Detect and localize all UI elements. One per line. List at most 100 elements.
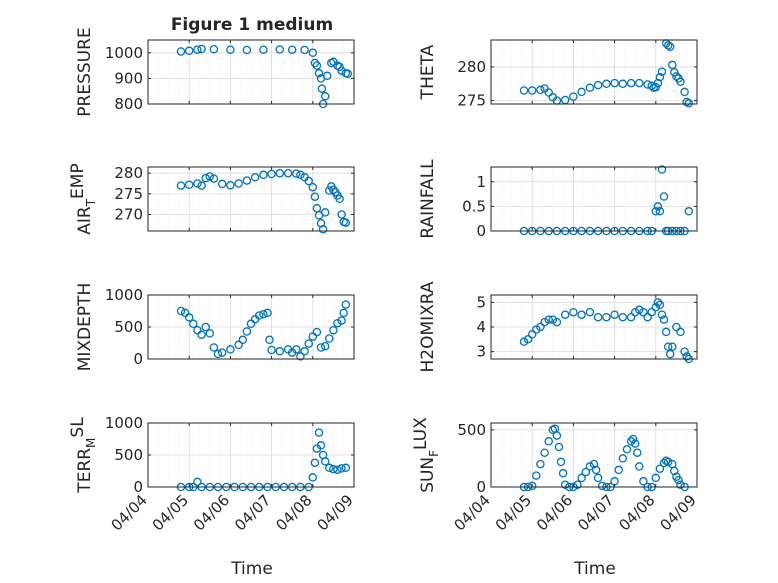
data-point [184, 313, 194, 322]
y-tick-label: 1000 [105, 44, 143, 62]
data-point [343, 69, 353, 79]
data-point [523, 335, 533, 344]
data-point [209, 174, 219, 183]
data-point [213, 349, 223, 359]
data-series [176, 300, 351, 361]
data-point [682, 97, 691, 107]
y-axis-label: THETA [418, 44, 438, 100]
data-point [320, 92, 330, 101]
y-axis-label-main: AIR [75, 206, 95, 235]
data-point [242, 176, 252, 185]
data-point [339, 308, 348, 318]
y-tick-label: 0 [133, 478, 143, 496]
y-axis-label: SUNFLUX [411, 417, 441, 493]
data-series [519, 298, 694, 364]
data-point [544, 315, 553, 324]
data-point [310, 58, 320, 68]
data-point [337, 464, 346, 473]
data-point [577, 473, 586, 483]
y-tick-label: 270 [114, 205, 143, 223]
data-point [205, 172, 215, 181]
data-point [643, 312, 652, 322]
data-point [655, 300, 665, 310]
data-point [197, 181, 206, 190]
y-tick-label: 900 [114, 69, 143, 87]
data-point [630, 307, 640, 317]
y-tick-label: 800 [114, 95, 143, 113]
plot-area [491, 167, 697, 231]
data-point [184, 46, 194, 56]
data-point [680, 347, 689, 356]
data-point [684, 207, 694, 216]
data-point [318, 225, 328, 234]
data-point [647, 307, 656, 317]
x-tick-label: 04/07 [574, 491, 617, 534]
data-point [337, 316, 346, 325]
data-point [577, 87, 586, 97]
data-point [527, 481, 537, 491]
y-axis-label: AIRTEMP [68, 163, 98, 234]
data-point [259, 309, 268, 319]
data-point [593, 80, 603, 90]
data-point [558, 469, 568, 478]
y-tick-label: 0 [133, 350, 143, 368]
data-point [536, 85, 545, 95]
x-tick-label: 04/06 [533, 491, 576, 534]
data-point [519, 86, 529, 95]
data-point [569, 92, 578, 101]
data-point [614, 465, 623, 475]
data-point [193, 325, 202, 335]
data-series [176, 44, 353, 109]
data-point [254, 311, 264, 320]
subplot-4: 0 0.5 1 RAINFALL [418, 159, 698, 240]
data-point [544, 437, 553, 446]
data-point [659, 458, 669, 468]
data-point [597, 481, 607, 491]
subplot-3: 270 275 280 AIRTEMP [68, 163, 355, 235]
data-point [201, 322, 210, 332]
data-point [329, 325, 338, 335]
y-tick-label: 0 [476, 222, 486, 240]
data-point [544, 88, 553, 97]
data-point [651, 473, 661, 483]
y-tick-label: 0 [476, 478, 486, 496]
data-point [193, 45, 202, 54]
y-axis-label-superscript: SL [68, 417, 88, 438]
data-point [626, 437, 636, 446]
data-point [250, 173, 260, 182]
data-point [176, 47, 186, 56]
y-tick-label: 500 [114, 446, 143, 464]
y-tick-label: 280 [114, 164, 143, 182]
data-point [663, 457, 673, 467]
data-point [532, 471, 541, 480]
data-point [680, 87, 689, 97]
data-point [527, 86, 537, 95]
data-point [635, 462, 644, 471]
data-point [325, 463, 334, 473]
data-point [657, 310, 667, 319]
data-point [197, 330, 206, 339]
data-point [618, 312, 628, 322]
data-point [602, 312, 611, 322]
data-point [296, 170, 305, 180]
data-point [581, 467, 591, 477]
data-point [577, 310, 586, 319]
data-point [341, 218, 351, 227]
data-point [602, 79, 611, 89]
y-tick-label: 5 [476, 293, 486, 311]
data-point [665, 349, 675, 359]
data-point [337, 210, 346, 219]
y-axis-label: PRESSURE [75, 27, 95, 116]
data-point [682, 352, 691, 361]
data-point [310, 458, 320, 467]
data-point [267, 345, 276, 355]
data-point [670, 466, 679, 476]
data-point [316, 343, 326, 352]
data-point [259, 170, 268, 180]
plot-area [491, 423, 697, 487]
data-point [593, 473, 603, 483]
data-point [633, 448, 642, 457]
y-axis-label-subscript: T [84, 198, 98, 207]
data-point [226, 180, 235, 190]
data-point [651, 207, 661, 216]
